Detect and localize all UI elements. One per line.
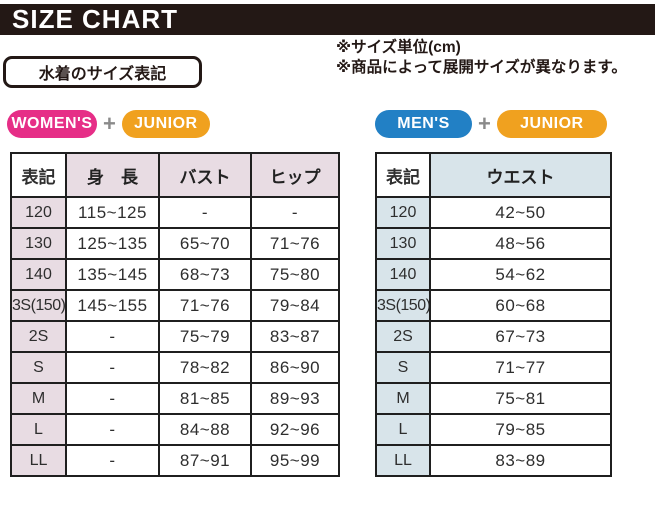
table-row: L 79~85 [375, 413, 612, 446]
height-cell: - [65, 320, 160, 353]
table-row: 2S - 75~79 83~87 [10, 320, 340, 353]
hip-cell: 89~93 [250, 382, 340, 415]
col-header-size: 表記 [375, 152, 431, 198]
size-cell: 120 [10, 196, 67, 229]
waist-cell: 60~68 [429, 289, 612, 322]
table-row: 120 115~125 - - [10, 196, 340, 229]
hip-cell: - [250, 196, 340, 229]
table-row: S - 78~82 86~90 [10, 351, 340, 384]
hip-cell: 92~96 [250, 413, 340, 446]
table-header-row: 表記 ウエスト [375, 152, 612, 198]
page-title: SIZE CHART [12, 4, 178, 34]
height-cell: 125~135 [65, 227, 160, 260]
waist-cell: 54~62 [429, 258, 612, 291]
page-title-bar: SIZE CHART [0, 4, 655, 35]
size-cell: 140 [375, 258, 431, 291]
waist-cell: 48~56 [429, 227, 612, 260]
col-header-bust: バスト [158, 152, 252, 198]
bust-cell: 71~76 [158, 289, 252, 322]
bust-cell: - [158, 196, 252, 229]
col-header-size: 表記 [10, 152, 67, 198]
height-cell: 115~125 [65, 196, 160, 229]
height-cell: - [65, 382, 160, 415]
table-row: 3S(150) 60~68 [375, 289, 612, 322]
hip-cell: 71~76 [250, 227, 340, 260]
junior-badge: JUNIOR [496, 110, 607, 138]
bust-cell: 81~85 [158, 382, 252, 415]
height-cell: - [65, 413, 160, 446]
mens-badge: MEN'S [375, 110, 472, 138]
plus-icon: + [478, 111, 491, 136]
size-cell: 120 [375, 196, 431, 229]
col-header-height: 身 長 [65, 152, 160, 198]
table-row: LL - 87~91 95~99 [10, 444, 340, 477]
waist-cell: 42~50 [429, 196, 612, 229]
table-row: 140 54~62 [375, 258, 612, 291]
hip-cell: 79~84 [250, 289, 340, 322]
note-unit: ※サイズ単位(cm) [336, 39, 461, 56]
table-row: 120 42~50 [375, 196, 612, 229]
size-cell: 3S(150) [375, 289, 431, 322]
table-row: 130 48~56 [375, 227, 612, 260]
waist-cell: 75~81 [429, 382, 612, 415]
height-cell: - [65, 444, 160, 477]
mens-size-table: 表記 ウエスト 120 42~50 130 48~56 140 54~62 3S… [375, 152, 612, 477]
waist-cell: 79~85 [429, 413, 612, 446]
table-header-row: 表記 身 長 バスト ヒップ [10, 152, 340, 198]
size-cell: 130 [375, 227, 431, 260]
bust-cell: 87~91 [158, 444, 252, 477]
womens-size-table: 表記 身 長 バスト ヒップ 120 115~125 - - 130 125~1… [10, 152, 340, 477]
table-row: L - 84~88 92~96 [10, 413, 340, 446]
size-cell: 130 [10, 227, 67, 260]
size-cell: LL [375, 444, 431, 477]
col-header-waist: ウエスト [429, 152, 612, 198]
height-cell: - [65, 351, 160, 384]
table-row: LL 83~89 [375, 444, 612, 477]
table-row: 3S(150) 145~155 71~76 79~84 [10, 289, 340, 322]
height-cell: 145~155 [65, 289, 160, 322]
size-cell: 2S [375, 320, 431, 353]
bust-cell: 65~70 [158, 227, 252, 260]
table-row: M 75~81 [375, 382, 612, 415]
bust-cell: 68~73 [158, 258, 252, 291]
section-label: 水着のサイズ表記 [3, 56, 202, 88]
table-row: 2S 67~73 [375, 320, 612, 353]
hip-cell: 75~80 [250, 258, 340, 291]
junior-badge: JUNIOR [121, 110, 210, 138]
note-availability: ※商品によって展開サイズが異なります。 [336, 59, 627, 76]
size-cell: L [375, 413, 431, 446]
womens-badge: WOMEN'S [7, 110, 97, 138]
table-row: S 71~77 [375, 351, 612, 384]
size-cell: 2S [10, 320, 67, 353]
height-cell: 135~145 [65, 258, 160, 291]
size-cell: S [375, 351, 431, 384]
waist-cell: 71~77 [429, 351, 612, 384]
size-cell: LL [10, 444, 67, 477]
size-cell: S [10, 351, 67, 384]
mens-badge-group: MEN'S + JUNIOR [375, 110, 607, 138]
womens-badge-group: WOMEN'S + JUNIOR [7, 110, 210, 138]
hip-cell: 86~90 [250, 351, 340, 384]
col-header-hip: ヒップ [250, 152, 340, 198]
size-cell: M [375, 382, 431, 415]
plus-icon: + [103, 111, 116, 136]
table-row: 140 135~145 68~73 75~80 [10, 258, 340, 291]
table-row: M - 81~85 89~93 [10, 382, 340, 415]
size-cell: 140 [10, 258, 67, 291]
waist-cell: 83~89 [429, 444, 612, 477]
section-label-text: 水着のサイズ表記 [38, 66, 167, 83]
hip-cell: 95~99 [250, 444, 340, 477]
table-row: 130 125~135 65~70 71~76 [10, 227, 340, 260]
waist-cell: 67~73 [429, 320, 612, 353]
size-cell: L [10, 413, 67, 446]
bust-cell: 75~79 [158, 320, 252, 353]
size-cell: 3S(150) [10, 289, 67, 322]
bust-cell: 84~88 [158, 413, 252, 446]
size-notes: ※サイズ単位(cm) ※商品によって展開サイズが異なります。 [336, 38, 627, 78]
hip-cell: 83~87 [250, 320, 340, 353]
bust-cell: 78~82 [158, 351, 252, 384]
size-cell: M [10, 382, 67, 415]
